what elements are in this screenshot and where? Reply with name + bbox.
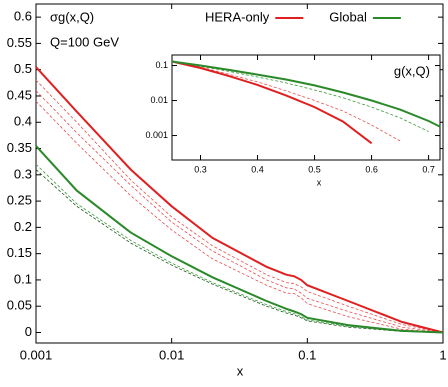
x-tick-label: 0.3 (194, 164, 207, 174)
y-tick-label: 0.001 (145, 130, 168, 140)
y-tick-label: 0.55 (7, 35, 32, 50)
x-axis-label: x (237, 363, 244, 378)
series-line (35, 169, 444, 333)
y-tick-label: 0.35 (7, 140, 32, 155)
series-line (35, 66, 444, 334)
y-tick-label: 0.5 (14, 61, 32, 76)
y-tick-label: 0.2 (14, 219, 32, 234)
y-tick-label: 0.1 (14, 271, 32, 286)
y-tick-label: 0.1 (155, 60, 168, 70)
y-tick-label: 0.05 (7, 298, 32, 313)
y-tick-label: 0.25 (7, 193, 32, 208)
y-tick-label: 0.4 (14, 114, 32, 129)
subtitle: Q=100 GeV (50, 34, 119, 49)
y-tick-label: 0.6 (14, 9, 32, 24)
y-tick-label: 0.01 (150, 95, 168, 105)
y-tick-label: 0.45 (7, 87, 32, 102)
chart-title: σg(x,Q) (50, 9, 94, 24)
y-tick-label: 0.15 (7, 245, 32, 260)
series-line (171, 60, 373, 145)
inset-x-label: x (317, 177, 322, 187)
inset-annotation: g(x,Q) (394, 63, 430, 78)
series-line (35, 164, 444, 333)
series-line (35, 145, 444, 334)
plot-frame (35, 3, 444, 344)
x-tick-label: 0.001 (20, 347, 53, 362)
y-tick-label: 0.3 (14, 166, 32, 181)
legend-label: Global (329, 9, 367, 24)
x-tick-label: 0.7 (422, 164, 435, 174)
x-tick-label: 1 (439, 347, 446, 362)
x-tick-label: 0.01 (159, 347, 184, 362)
x-tick-label: 0.4 (251, 164, 264, 174)
x-tick-label: 0.6 (365, 164, 378, 174)
legend-label: HERA-only (205, 9, 270, 24)
series-line (171, 61, 401, 142)
x-tick-label: 0.1 (298, 347, 316, 362)
series-line (171, 61, 429, 132)
y-tick-label: 0 (25, 324, 32, 339)
series-line (35, 90, 444, 333)
series-line (35, 79, 444, 333)
x-tick-label: 0.5 (308, 164, 321, 174)
series-line (35, 100, 444, 333)
series-line (171, 60, 441, 128)
